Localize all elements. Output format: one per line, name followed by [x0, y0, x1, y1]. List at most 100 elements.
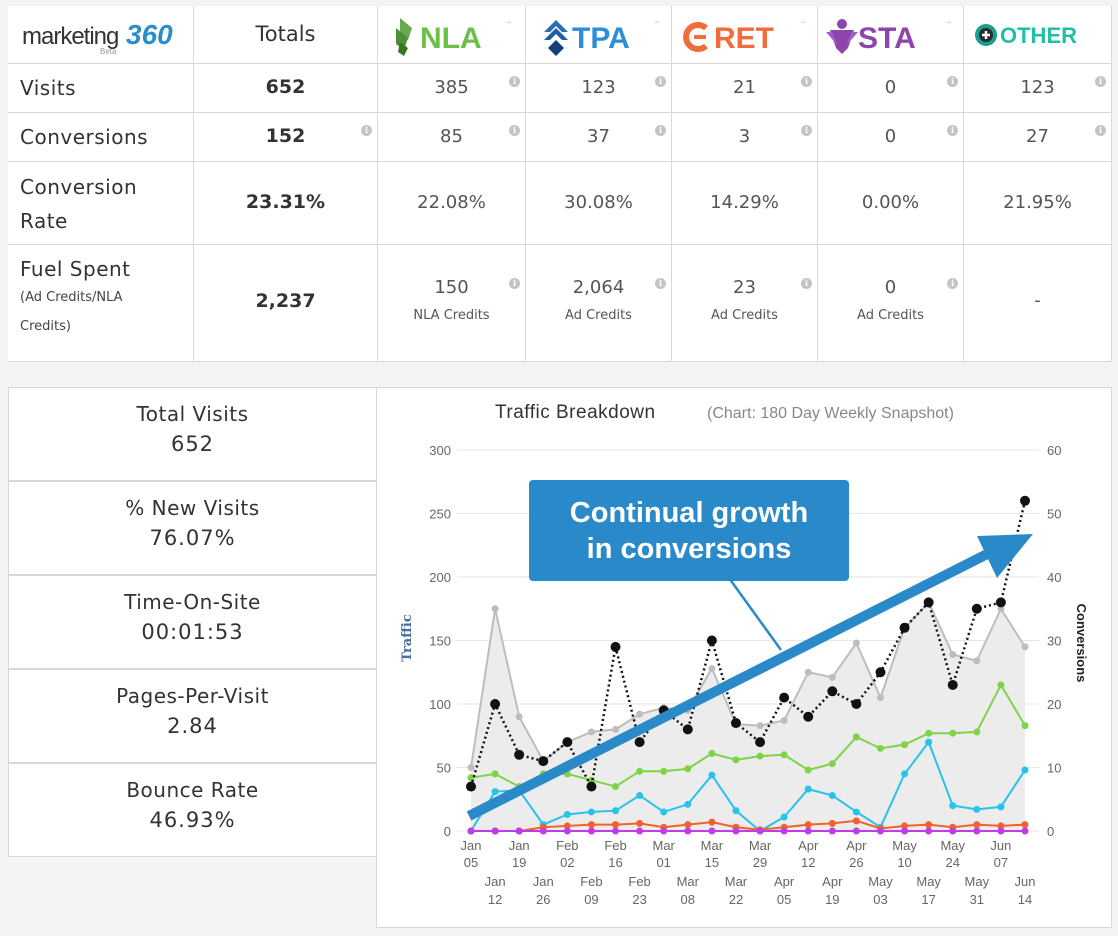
data-point: [852, 808, 860, 816]
data-point: [706, 635, 717, 646]
series-line: [470, 600, 1026, 768]
data-point: [612, 827, 620, 835]
y2-tick-label: 0: [1047, 824, 1054, 839]
x-tick-label: Apr: [822, 874, 843, 889]
data-point: [804, 827, 812, 835]
data-point: [997, 803, 1005, 811]
info-icon[interactable]: i: [947, 278, 958, 289]
data-point: [925, 738, 933, 746]
data-point: [730, 718, 741, 729]
data-point: [756, 722, 764, 730]
data-point: [755, 737, 766, 748]
data-point: [803, 711, 814, 722]
x-tick-label: May: [892, 838, 917, 853]
data-point: [901, 741, 909, 749]
info-icon[interactable]: i: [361, 125, 372, 136]
fuel-tpa: 2,064 Ad Credits i: [526, 245, 672, 362]
data-point: [467, 774, 475, 782]
fuel-ret: 23 Ad Credits i: [672, 245, 818, 362]
x-tick-label: Jan: [509, 838, 530, 853]
series-line: [471, 819, 1026, 832]
info-icon[interactable]: i: [509, 125, 520, 136]
data-point: [1021, 821, 1029, 829]
data-point: [875, 667, 886, 678]
info-icon[interactable]: i: [947, 76, 958, 87]
x-tick-label: 15: [705, 855, 719, 870]
data-point: [514, 749, 525, 760]
data-point: [660, 827, 668, 835]
kpi-new-visits: % New Visits 76.07%: [8, 481, 377, 575]
x-tick-label: May: [868, 874, 893, 889]
data-point: [852, 827, 860, 835]
x-tick-label: Mar: [725, 874, 748, 889]
x-tick-label: Jun: [1015, 874, 1036, 889]
data-point: [682, 724, 693, 735]
data-point: [901, 827, 909, 835]
info-icon[interactable]: i: [801, 278, 812, 289]
info-icon[interactable]: i: [801, 125, 812, 136]
fuel-sta: 0 Ad Credits i: [818, 245, 964, 362]
info-icon[interactable]: i: [655, 76, 666, 87]
x-tick-label: May: [965, 874, 990, 889]
data-point: [828, 760, 836, 768]
data-point: [467, 827, 475, 835]
data-point: [973, 827, 981, 835]
traffic-breakdown-chart: Traffic Breakdown (Chart: 180 Day Weekly…: [400, 402, 1089, 907]
data-point: [949, 802, 957, 810]
fuel-total: 2,237: [194, 245, 378, 362]
data-point: [947, 679, 958, 690]
info-icon[interactable]: i: [947, 125, 958, 136]
sta-header: STA ™: [818, 6, 964, 64]
data-point: [852, 817, 860, 825]
x-tick-label: 22: [729, 892, 743, 907]
data-point: [925, 729, 933, 737]
totals-header: Totals: [194, 6, 378, 64]
data-point: [708, 818, 716, 826]
x-tick-label: Mar: [701, 838, 724, 853]
ret-logo: RET ™: [683, 21, 806, 55]
data-point: [901, 822, 909, 830]
x-tick-label: Feb: [628, 874, 650, 889]
conversions-other: 27 i: [964, 113, 1112, 162]
data-point: [901, 770, 909, 778]
data-point: [949, 729, 957, 737]
info-icon[interactable]: i: [1095, 125, 1106, 136]
svg-text:OTHER: OTHER: [1000, 23, 1077, 48]
data-point: [828, 819, 836, 827]
data-point: [491, 827, 499, 835]
svg-text:™: ™: [946, 21, 952, 28]
x-tick-label: Jan: [461, 838, 482, 853]
y2-tick-label: 10: [1047, 761, 1061, 776]
data-point: [732, 756, 740, 764]
data-point: [828, 791, 836, 799]
x-tick-label: 07: [994, 855, 1008, 870]
growth-arrow-head: [977, 534, 1033, 578]
info-icon[interactable]: i: [509, 278, 520, 289]
data-point: [949, 650, 957, 658]
data-point: [804, 668, 812, 676]
svg-text:NLA: NLA: [420, 22, 482, 55]
info-icon[interactable]: i: [655, 125, 666, 136]
data-point: [586, 781, 597, 792]
data-point: [876, 694, 884, 702]
rate-ret: 14.29%: [672, 162, 818, 245]
data-point: [780, 827, 788, 835]
callout-box: [529, 480, 849, 581]
info-icon[interactable]: i: [801, 76, 812, 87]
info-icon[interactable]: i: [655, 278, 666, 289]
data-point: [515, 827, 523, 835]
kpi-total-visits: Total Visits 652: [8, 387, 377, 481]
x-tick-label: 17: [921, 892, 935, 907]
x-tick-label: Feb: [580, 874, 602, 889]
info-icon[interactable]: i: [509, 76, 520, 87]
fuel-nla: 150 NLA Credits i: [378, 245, 526, 362]
x-tick-label: Jan: [533, 874, 554, 889]
callout-pointer: [727, 577, 783, 651]
x-tick-label: 26: [536, 892, 550, 907]
x-tick-label: 12: [801, 855, 815, 870]
conversions-label: Conversions: [8, 113, 194, 162]
info-icon[interactable]: i: [1095, 76, 1106, 87]
data-point: [563, 810, 571, 818]
data-point: [490, 699, 501, 709]
